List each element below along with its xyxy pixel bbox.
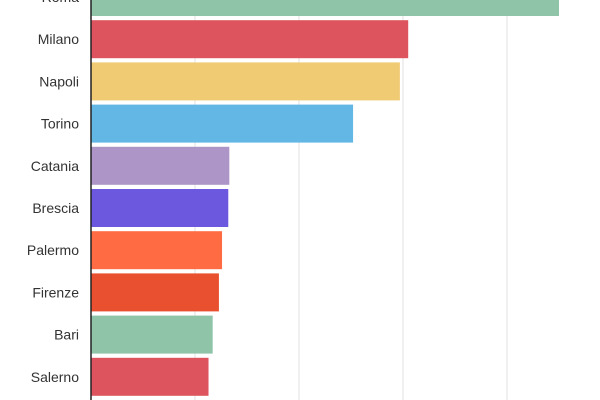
bar-catania (91, 146, 230, 185)
category-label-palermo: Palermo (27, 242, 79, 258)
grid-layer (194, 0, 508, 400)
category-label-milano: Milano (38, 31, 79, 47)
bar-layer (91, 0, 559, 396)
bar-firenze (91, 273, 219, 312)
bar-brescia (91, 189, 229, 227)
bar-bari (91, 315, 213, 354)
category-label-firenze: Firenze (32, 284, 79, 300)
category-label-napoli: Napoli (39, 73, 79, 89)
category-label-roma: Roma (42, 0, 80, 5)
bar-roma (91, 0, 559, 16)
bar-torino (91, 104, 354, 143)
bar-napoli (91, 62, 400, 101)
category-label-salerno: Salerno (31, 369, 79, 385)
label-layer: Roma Milano Napoli Torino Catania Brescia Pale… (27, 0, 79, 385)
bar-palermo (91, 231, 223, 270)
category-label-bari: Bari (54, 327, 79, 343)
bar-salerno (91, 357, 209, 396)
category-label-brescia: Brescia (32, 200, 79, 216)
bar-milano (91, 20, 409, 59)
category-label-torino: Torino (41, 116, 79, 132)
category-label-catania: Catania (31, 158, 79, 174)
